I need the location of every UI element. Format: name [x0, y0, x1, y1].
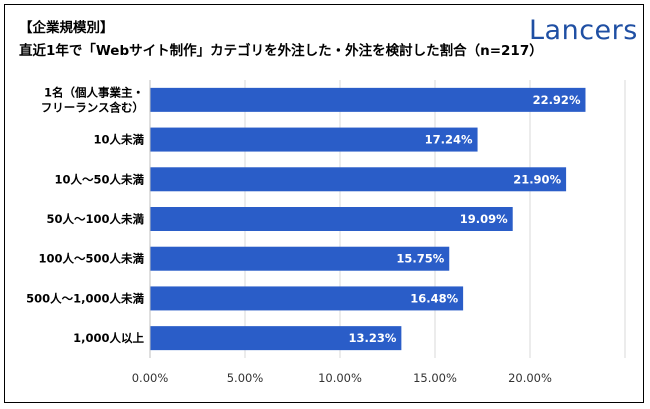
category-label: 50人～100人未満: [46, 212, 144, 226]
bar: [150, 207, 513, 231]
lancers-logo: Lancers: [529, 15, 638, 46]
x-tick-label: 10.00%: [318, 371, 362, 385]
bar: [150, 127, 478, 152]
bar: [150, 87, 586, 112]
data-label: 22.92%: [533, 93, 581, 107]
data-label: 17.24%: [425, 133, 473, 147]
category-label: 100人～500人未満: [38, 252, 144, 266]
data-label: 19.09%: [460, 212, 508, 226]
category-label: 10人～50人未満: [54, 172, 144, 186]
category-label: 1,000人以上: [73, 331, 144, 345]
data-label: 16.48%: [410, 291, 458, 305]
data-label: 15.75%: [396, 252, 444, 266]
bar: [150, 167, 567, 192]
bar: [150, 326, 402, 351]
bar: [150, 286, 464, 311]
chart-title: 直近1年で「Webサイト制作」カテゴリを外注した・外注を検討した割合（n=217…: [19, 43, 543, 59]
data-label: 13.23%: [348, 331, 396, 345]
x-tick-label: 20.00%: [508, 371, 552, 385]
category-label: 10人未満: [93, 133, 144, 147]
data-label: 21.90%: [513, 172, 561, 186]
x-tick-label: 0.00%: [132, 371, 169, 385]
x-tick-label: 5.00%: [227, 371, 264, 385]
bar: [150, 246, 450, 271]
category-label: 500人～1,000人未満: [26, 291, 144, 305]
category-label: 1名（個人事業主・: [44, 85, 144, 99]
x-tick-label: 15.00%: [413, 371, 457, 385]
category-label: フリーランス含む）: [41, 100, 144, 114]
chart-title-category: 【企業規模別】: [19, 20, 114, 36]
